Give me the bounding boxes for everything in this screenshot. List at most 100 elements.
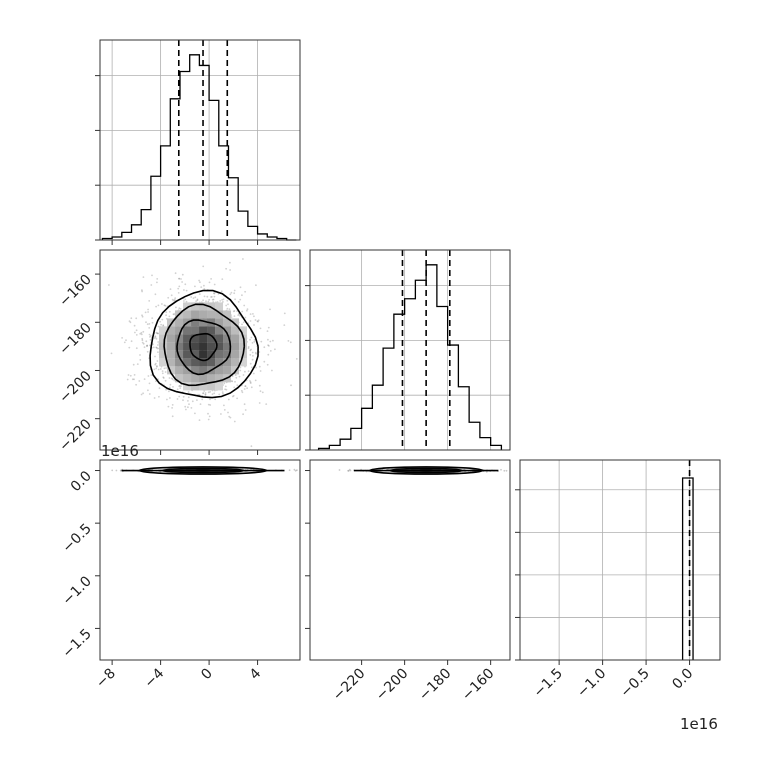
scatter-point (243, 388, 246, 390)
lower-3-1-xtick-label-0: −8 (93, 666, 119, 692)
lower-2-1-panel: −160 −180 −200 −220 (56, 249, 301, 455)
scatter-point (142, 330, 145, 333)
scatter-point (257, 320, 259, 323)
scatter-point (168, 310, 171, 313)
scatter-point (235, 376, 238, 379)
scatter-point (251, 358, 254, 361)
scatter-point (287, 340, 290, 342)
scatter-point (156, 281, 158, 284)
scatter-point (227, 303, 229, 306)
scatter-point (178, 277, 181, 280)
scatter-point (201, 398, 204, 401)
scatter-point (259, 327, 262, 330)
lower-2-1-ytick-label-3: −220 (56, 416, 95, 455)
scatter-point (165, 311, 168, 314)
density-cell (231, 350, 240, 359)
scatter-point (242, 374, 245, 376)
density-cell (199, 326, 208, 335)
scatter-point (173, 313, 176, 315)
density-cell (183, 326, 192, 335)
density-cell (191, 366, 200, 375)
scatter-point (145, 321, 147, 324)
scatter-point (196, 299, 199, 302)
density-cell (207, 350, 216, 359)
density-cell (175, 342, 184, 351)
density-cell (207, 382, 216, 391)
scatter-point (147, 389, 149, 392)
scatter-point (192, 297, 195, 299)
density-cell (167, 326, 176, 335)
scatter-point (254, 351, 257, 354)
scatter-point (146, 345, 148, 347)
scatter-point (180, 278, 182, 280)
scatter-point (288, 469, 291, 472)
scatter-point (128, 346, 131, 349)
scatter-point (219, 300, 222, 302)
scatter-point (233, 289, 236, 292)
scatter-point (203, 288, 206, 290)
scatter-point (145, 340, 148, 343)
density-cell (207, 310, 216, 319)
lower-3-2-xtick-label-0: −220 (330, 666, 369, 705)
scatter-point (249, 382, 252, 384)
scatter-point (84, 359, 86, 361)
scatter-point (226, 307, 229, 310)
scatter-point (247, 370, 250, 373)
scatter-point (269, 350, 272, 352)
scatter-point (150, 374, 153, 376)
scatter-point (141, 315, 144, 318)
scatter-point (294, 469, 297, 472)
density-cell (191, 326, 200, 335)
scatter-point (243, 304, 246, 307)
scatter-point (244, 385, 247, 387)
scatter-point (152, 346, 155, 349)
scatter-point (198, 293, 201, 295)
scatter-point (500, 468, 502, 471)
scatter-point (223, 404, 225, 407)
scatter-point (155, 380, 157, 383)
density-cell (215, 350, 224, 359)
scatter-point (165, 367, 168, 369)
density-cell (199, 310, 208, 319)
scatter-point (233, 310, 236, 312)
scatter-point (269, 340, 272, 343)
lower-2-1-contour-1 (163, 303, 246, 387)
scatter-point (156, 332, 159, 335)
scatter-point (162, 377, 165, 379)
density-cell (223, 334, 232, 343)
scatter-point (179, 387, 182, 389)
scatter-point (175, 306, 177, 309)
diag-3-frame (519, 459, 721, 661)
scatter-point (162, 376, 165, 379)
scatter-point (179, 384, 181, 387)
scatter-point (227, 398, 230, 401)
scatter-point (251, 342, 254, 344)
scatter-point (127, 374, 130, 376)
density-cell (223, 350, 232, 359)
scatter-point (148, 300, 151, 302)
scatter-point (130, 317, 133, 320)
scatter-point (229, 269, 232, 271)
scatter-point (111, 469, 114, 472)
scatter-point (229, 416, 232, 419)
scatter-point (194, 285, 196, 288)
scatter-point (148, 382, 151, 385)
scatter-point (234, 374, 237, 376)
scatter-point (249, 320, 252, 322)
density-cell (231, 366, 240, 375)
scatter-point (283, 324, 286, 326)
scatter-point (180, 385, 182, 388)
scatter-point (172, 299, 175, 302)
scatter-point (126, 378, 129, 381)
lower-3-1-xtick-label-1: −4 (142, 665, 168, 691)
scatter-point (161, 303, 163, 305)
scatter-point (289, 341, 292, 344)
scatter-point (146, 344, 149, 347)
density-cell (215, 358, 224, 367)
scatter-point (136, 363, 139, 365)
scatter-point (141, 314, 143, 317)
scatter-point (220, 290, 223, 293)
scatter-point (211, 298, 214, 301)
scatter-point (155, 337, 158, 340)
scatter-point (256, 320, 259, 323)
